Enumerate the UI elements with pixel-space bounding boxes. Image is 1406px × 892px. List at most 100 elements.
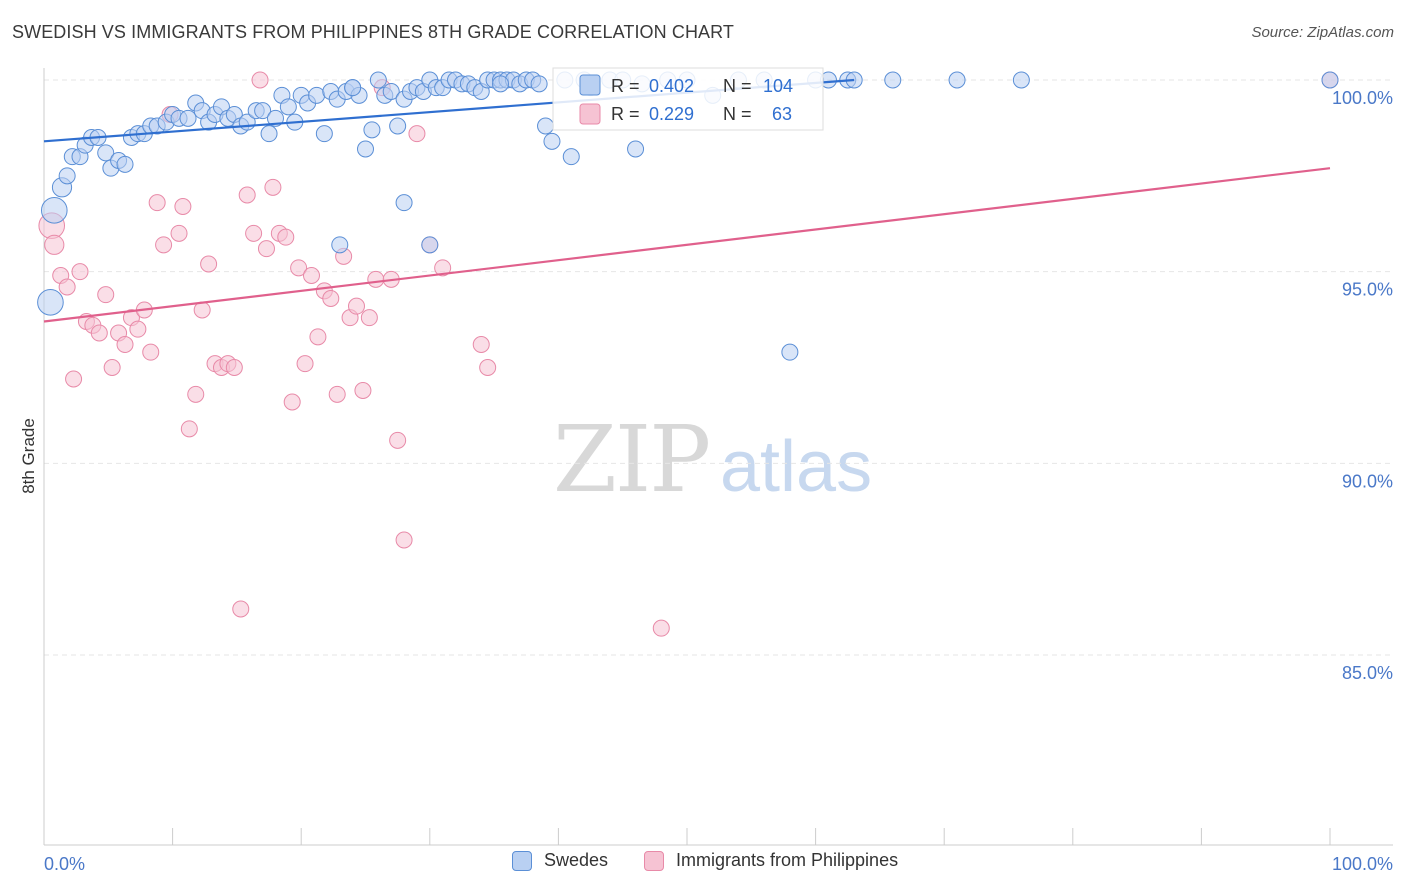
point-philippines xyxy=(322,290,340,307)
point-swedes xyxy=(1321,71,1339,89)
legend-n-label: N = xyxy=(723,76,752,96)
point-philippines xyxy=(180,420,198,438)
point-philippines xyxy=(58,278,76,296)
y-tick-label: 100.0% xyxy=(1332,88,1393,108)
point-swedes xyxy=(543,132,561,150)
legend-n-value-philippines: 63 xyxy=(772,104,792,124)
point-philippines xyxy=(408,125,426,143)
point-philippines xyxy=(65,370,83,388)
legend-r-label-2: R = xyxy=(611,104,640,124)
source-label: Source: ZipAtlas.com xyxy=(1251,24,1394,41)
point-swedes xyxy=(116,155,134,173)
point-philippines xyxy=(472,336,490,353)
point-philippines xyxy=(290,259,308,277)
point-philippines xyxy=(251,71,269,89)
point-swedes xyxy=(40,197,68,224)
y-tick-labels: 100.0% 95.0% 90.0% 85.0% xyxy=(1332,88,1393,683)
point-philippines xyxy=(479,359,497,376)
point-philippines xyxy=(129,320,147,338)
point-philippines xyxy=(360,309,378,327)
legend: R = 0.402 N = 104 R = 0.229 N = 63 xyxy=(552,67,824,131)
point-philippines xyxy=(367,270,385,288)
point-philippines xyxy=(97,286,115,304)
point-swedes xyxy=(254,102,272,120)
point-philippines xyxy=(142,343,160,361)
point-swedes xyxy=(781,343,799,361)
point-swedes xyxy=(363,121,381,139)
watermark: ZIP atlas xyxy=(553,406,872,513)
bottom-legend-philippines[interactable]: Immigrants from Philippines xyxy=(644,850,898,871)
legend-n-value-swedes: 104 xyxy=(763,76,793,96)
point-philippines xyxy=(328,385,346,403)
point-philippines xyxy=(232,600,250,618)
point-philippines xyxy=(187,385,205,403)
point-swedes xyxy=(58,167,76,185)
legend-r-label: R = xyxy=(611,76,640,96)
point-swedes xyxy=(308,86,326,104)
point-swedes xyxy=(389,117,407,135)
point-philippines xyxy=(225,359,243,376)
point-swedes xyxy=(421,236,439,254)
point-philippines xyxy=(200,255,218,273)
point-philippines xyxy=(116,336,134,353)
point-swedes xyxy=(562,148,580,166)
x-tick-label-max: 100.0% xyxy=(1332,854,1393,874)
bottom-legend-swatch-swedes xyxy=(512,850,532,871)
point-swedes xyxy=(266,109,284,127)
point-philippines xyxy=(309,328,327,346)
point-philippines xyxy=(103,359,121,376)
point-swedes xyxy=(382,83,400,100)
point-swedes xyxy=(357,140,374,158)
point-swedes xyxy=(395,194,413,212)
x-ticks xyxy=(172,828,1331,845)
point-philippines xyxy=(296,355,314,373)
point-philippines xyxy=(90,324,108,342)
point-swedes xyxy=(492,75,510,93)
point-swedes xyxy=(331,236,349,254)
bottom-legend-swatch-philippines xyxy=(644,850,664,871)
bottom-legend-label-swedes: Swedes xyxy=(544,850,609,870)
series-swedes-points xyxy=(37,71,1339,361)
legend-r-value-philippines: 0.229 xyxy=(649,104,694,124)
point-swedes xyxy=(37,289,64,316)
point-swedes xyxy=(315,125,333,143)
point-philippines xyxy=(395,531,413,549)
gridlines xyxy=(44,79,1393,656)
legend-r-value-swedes: 0.402 xyxy=(649,76,694,96)
point-swedes xyxy=(530,75,548,93)
watermark-zip: ZIP xyxy=(553,406,709,513)
bottom-legend-swedes[interactable]: Swedes xyxy=(512,850,608,871)
y-tick-label: 90.0% xyxy=(1342,471,1393,491)
point-swedes xyxy=(260,125,278,143)
point-philippines xyxy=(354,382,372,399)
point-philippines xyxy=(257,240,275,258)
point-swedes xyxy=(344,79,362,97)
point-swedes xyxy=(97,144,115,162)
point-philippines xyxy=(264,178,282,196)
y-axis-title: 8th Grade xyxy=(19,418,38,494)
y-tick-label: 85.0% xyxy=(1342,663,1393,683)
legend-swatch-philippines xyxy=(579,103,601,125)
point-swedes xyxy=(627,140,645,158)
legend-swatch-swedes xyxy=(579,74,601,96)
point-philippines xyxy=(277,228,295,246)
point-philippines xyxy=(44,234,65,255)
x-tick-label-min: 0.0% xyxy=(44,854,85,874)
point-philippines xyxy=(174,198,192,215)
point-swedes xyxy=(884,71,902,89)
point-philippines xyxy=(170,224,188,242)
y-tick-label: 95.0% xyxy=(1342,280,1393,300)
bottom-legend-label-philippines: Immigrants from Philippines xyxy=(676,850,899,870)
axes xyxy=(43,68,1393,846)
point-philippines xyxy=(155,236,173,254)
series-philippines-points xyxy=(38,71,1339,637)
bottom-legend: Swedes Immigrants from Philippines xyxy=(0,850,1406,880)
watermark-atlas: atlas xyxy=(720,427,872,507)
point-philippines xyxy=(245,224,263,242)
point-philippines xyxy=(389,431,407,449)
point-swedes xyxy=(1012,71,1030,89)
legend-n-label-2: N = xyxy=(723,104,752,124)
point-philippines xyxy=(302,267,320,284)
point-swedes xyxy=(369,71,387,89)
